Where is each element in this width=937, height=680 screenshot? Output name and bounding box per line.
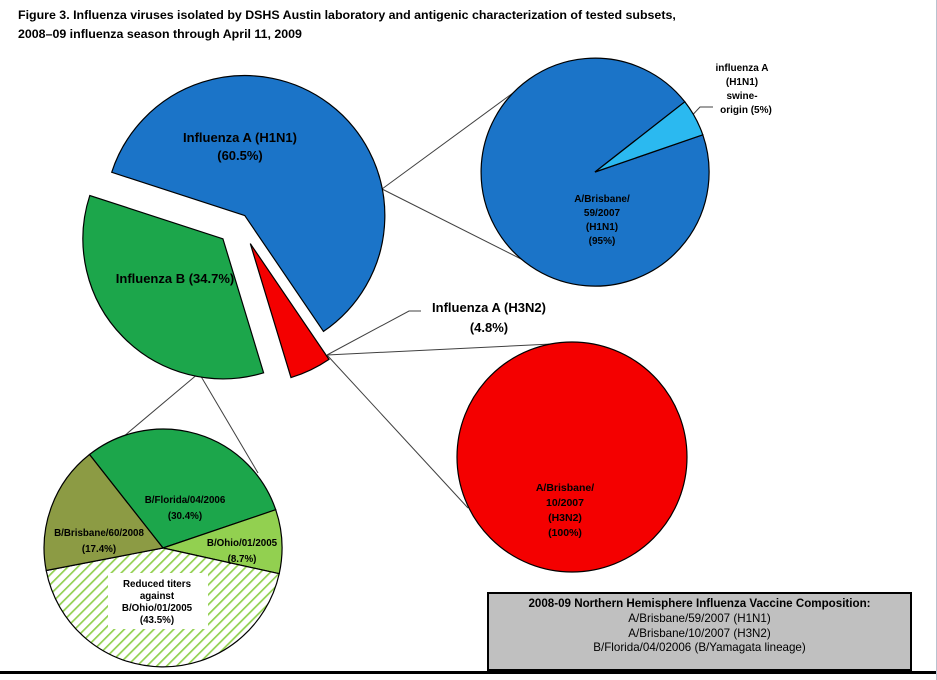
b-subset-slice-brisbane60 (43, 453, 165, 572)
figure-bottom-border (0, 671, 937, 674)
leader-line-h3n2-bottom (326, 354, 469, 509)
vaccine-box-line1: A/Brisbane/59/2007 (H1N1) (628, 611, 771, 625)
swine-origin-label: influenza A (H1N1) swine- origin (5%) (716, 63, 772, 116)
h1n1-subset-label-line3: (H1N1) (586, 222, 618, 233)
main-pie: Influenza A (H1N1) (60.5%) Influenza B (… (82, 74, 386, 380)
vaccine-box-line3: B/Florida/04/02006 (B/Yamagata lineage) (593, 641, 806, 655)
h1n1-subset-pie: A/Brisbane/ 59/2007 (H1N1) (95%) (480, 57, 710, 287)
h1n1-subset-label-line1: A/Brisbane/ (574, 194, 630, 205)
figure-title-line2: 2008–09 influenza season through April 1… (18, 26, 302, 41)
h1n1-subset-slice-swine (594, 100, 704, 173)
h3n2-subset-slice-brisbane10 (456, 341, 688, 573)
h1n1-subset-label-line4: (95%) (589, 236, 616, 247)
b-subset-slice-florida (88, 428, 277, 549)
b-reduced-label-line1: Reduced titers (123, 579, 192, 590)
vaccine-box-line2: A/Brisbane/10/2007 (H3N2) (628, 626, 771, 640)
h3n2-label-line2: (4.8%) (470, 320, 508, 335)
h3n2-subset-pie: A/Brisbane/ 10/2007 (H3N2) (100%) (456, 341, 688, 573)
leader-line-h1n1-top (381, 92, 514, 190)
h3n2-label-line1: Influenza A (H3N2) (432, 300, 546, 315)
b-reduced-label-line2: against (140, 591, 175, 602)
leader-line-h1n1-bottom (381, 188, 534, 266)
h1n1-subset-label-line2: 59/2007 (584, 208, 621, 219)
figure-title-line1: Figure 3. Influenza viruses isolated by … (18, 8, 676, 22)
swine-label-line4: origin (5%) (720, 105, 772, 116)
leader-line-h3n2-top (326, 342, 573, 356)
b-florida-label-line2: (30.4%) (168, 511, 202, 522)
main-pie-b-label: Influenza B (34.7%) (116, 271, 234, 286)
main-pie-h1n1-label-line1: Influenza A (H1N1) (183, 130, 297, 145)
b-ohio-label-line2: (8.7%) (228, 554, 257, 565)
leader-line-b-right (198, 372, 259, 474)
b-ohio-label-line1: B/Ohio/01/2005 (207, 538, 278, 549)
main-pie-h1n1-label-line2: (60.5%) (217, 148, 263, 163)
b-brisbane60-label-line2: (17.4%) (82, 544, 116, 555)
figure-title: Figure 3. Influenza viruses isolated by … (18, 6, 818, 43)
b-brisbane60-label-line1: B/Brisbane/60/2008 (54, 528, 144, 539)
h3n2-subset-label-line3: (H3N2) (548, 512, 582, 524)
leader-line-b-left (116, 372, 200, 443)
vaccine-composition-box: 2008-09 Northern Hemisphere Influenza Va… (487, 592, 912, 671)
h3n2-subset-label-line4: (100%) (548, 527, 582, 539)
main-pie-slice-h1n1 (110, 74, 386, 333)
swine-label-line2: (H1N1) (726, 77, 758, 88)
vaccine-box-heading: 2008-09 Northern Hemisphere Influenza Va… (528, 597, 871, 610)
reduced-titers-label-background (108, 573, 208, 629)
b-subset-pie: B/Florida/04/2006 (30.4%) B/Brisbane/60/… (43, 428, 283, 668)
b-florida-label-line1: B/Florida/04/2006 (145, 495, 226, 506)
b-reduced-label-line4: (43.5%) (140, 615, 174, 626)
h3n2-subset-label-line1: A/Brisbane/ (536, 482, 594, 494)
main-pie-slice-b (82, 194, 265, 380)
swine-label-line3: swine- (726, 91, 757, 102)
b-reduced-label-line3: B/Ohio/01/2005 (122, 603, 193, 614)
h3n2-callout-label: Influenza A (H3N2) (4.8%) (432, 300, 546, 335)
leader-line-h3n2-label (326, 310, 421, 356)
h3n2-subset-label-line2: 10/2007 (546, 497, 584, 509)
main-pie-slice-h3n2 (249, 243, 330, 379)
swine-label-line1: influenza A (716, 63, 769, 74)
